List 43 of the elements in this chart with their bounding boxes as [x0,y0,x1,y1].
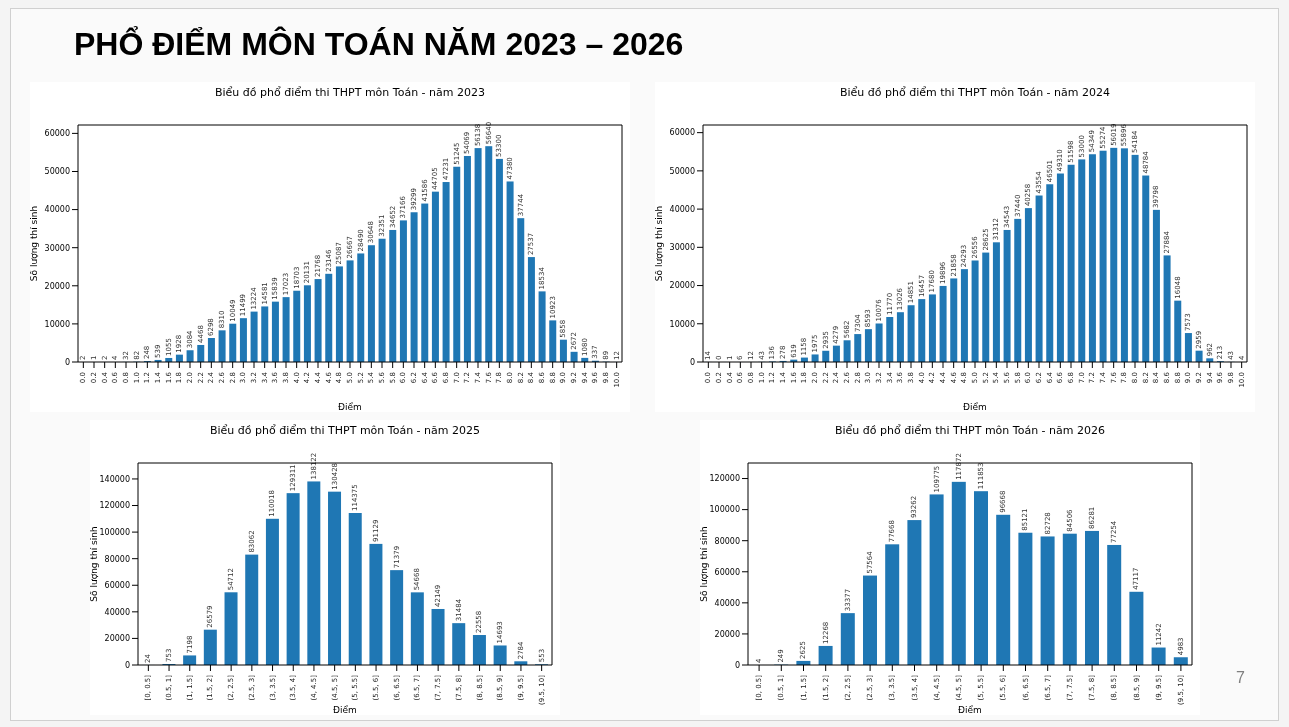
chart-title: Biểu đồ phổ điểm thi THPT môn Toán - năm 2024 [839,86,1111,99]
y-tick-label: 10000 [669,319,695,329]
y-tick-label: 40000 [714,598,740,608]
y-tick-label: 140000 [99,474,130,484]
y-tick-label: 120000 [709,474,740,484]
y-tick-label: 40000 [44,205,70,215]
y-tick-label: 60000 [104,581,130,591]
y-tick-label: 100000 [99,527,130,537]
y-axis-title: Số lượng thí sinh [699,526,710,602]
y-tick-label: 0 [64,357,70,367]
y-tick-label: 60000 [714,567,740,577]
y-axis-title: Số lượng thí sinh [654,205,665,282]
y-axis-title: Số lượng thí sinh [89,526,100,602]
y-tick-label: 80000 [714,536,740,546]
y-tick-label: 30000 [669,243,695,253]
chart-title: Biểu đồ phổ điểm thi THPT môn Toán - năm 2025 [209,424,481,437]
y-tick-label: 0 [734,660,740,670]
x-axis-title: Điểm [338,402,362,412]
y-tick-label: 20000 [669,281,695,291]
y-tick-label: 60000 [44,129,70,139]
text: PHỔ ĐIỂM MÔN TOÁN NĂM 2023 – 2026 [74,26,684,63]
chart-title: Biểu đồ phổ điểm thi THPT môn Toán - năm 2026 [834,424,1106,437]
y-tick-label: 20000 [104,634,130,644]
x-axis-title: Điểm [958,705,982,715]
y-tick-label: 60000 [669,128,695,138]
y-tick-label: 120000 [99,501,130,511]
y-tick-label: 50000 [44,167,70,177]
y-tick-label: 100000 [709,505,740,515]
y-tick-label: 50000 [669,166,695,176]
y-tick-label: 40000 [104,607,130,617]
y-tick-label: 0 [689,357,695,367]
y-tick-label: 80000 [104,554,130,564]
y-axis-title: Số lượng thí sinh [29,205,40,282]
y-tick-label: 20000 [44,281,70,291]
x-axis-title: Điểm [963,402,987,412]
chart-title: Biểu đồ phổ điểm thi THPT môn Toán - năm 2023 [214,86,486,99]
y-tick-label: 20000 [714,629,740,639]
y-tick-label: 40000 [669,204,695,214]
text: 7 [1236,669,1245,687]
y-tick-label: 0 [124,660,130,670]
x-axis-title: Điểm [333,705,357,715]
y-tick-label: 30000 [44,243,70,253]
y-tick-label: 10000 [44,319,70,329]
